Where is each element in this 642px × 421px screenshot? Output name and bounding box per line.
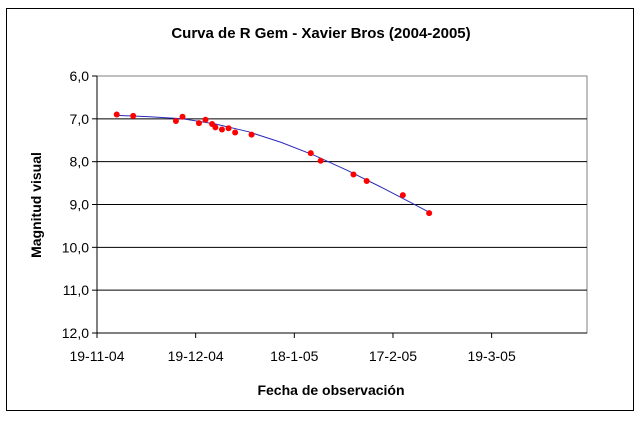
data-point: [225, 125, 232, 132]
chart: Curva de R Gem - Xavier Bros (2004-2005)…: [28, 25, 588, 398]
data-point: [363, 177, 370, 184]
x-tick-label: 17-2-05: [369, 348, 417, 364]
data-point: [307, 150, 314, 157]
data-point: [212, 124, 219, 131]
y-axis: 6,0 7,0 8,0 9,0 10,0 11,0 12,0: [62, 68, 98, 341]
y-tick-label: 12,0: [62, 325, 89, 341]
data-point: [317, 157, 324, 164]
data-point: [172, 117, 179, 124]
data-point: [218, 126, 225, 133]
data-point: [248, 131, 255, 138]
y-tick-label: 9,0: [70, 197, 90, 213]
data-points: [113, 111, 433, 217]
data-point: [202, 116, 209, 123]
data-point: [130, 112, 137, 119]
x-tick-label: 19-11-04: [69, 348, 124, 364]
y-tick-label: 7,0: [70, 111, 90, 127]
chart-frame: Curva de R Gem - Xavier Bros (2004-2005)…: [6, 8, 634, 411]
x-axis-label: Fecha de observación: [257, 382, 404, 398]
y-tick-label: 10,0: [62, 239, 89, 255]
y-tick-label: 6,0: [70, 68, 90, 84]
y-axis-label: Magnitud visual: [28, 152, 44, 258]
data-point: [195, 120, 202, 127]
data-point: [350, 171, 357, 178]
y-tick-label: 8,0: [70, 154, 90, 170]
x-axis: 19-11-04 19-12-04 18-1-05 17-2-05 19-3-05: [69, 332, 587, 364]
x-tick-label: 19-3-05: [467, 348, 515, 364]
data-point: [113, 111, 120, 118]
data-point: [232, 129, 239, 136]
chart-title: Curva de R Gem - Xavier Bros (2004-2005): [171, 25, 470, 42]
data-point: [426, 210, 433, 217]
data-point: [399, 192, 406, 199]
x-tick-label: 18-1-05: [270, 348, 318, 364]
x-tick-label: 19-12-04: [168, 348, 224, 364]
trendline: [116, 114, 430, 213]
y-tick-label: 11,0: [63, 282, 89, 298]
data-point: [179, 113, 186, 120]
